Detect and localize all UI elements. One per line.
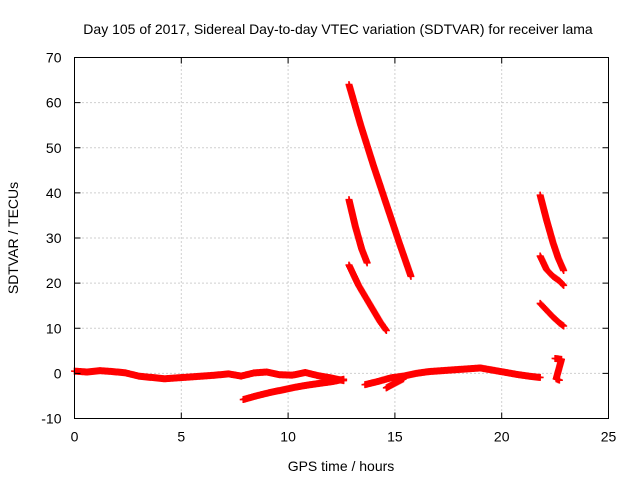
y-tick-label: 60 [46, 95, 62, 111]
data-point-plus [399, 375, 407, 383]
x-tick-label: 10 [280, 429, 296, 445]
y-tick-label: 70 [46, 50, 62, 66]
series-isolated [551, 354, 566, 384]
data-point-plus [355, 281, 373, 306]
series-arc-b [345, 196, 371, 267]
data-point-plus [543, 306, 556, 320]
data-point-plus [536, 299, 550, 313]
series-arc-c [345, 261, 390, 335]
x-tick-label: 25 [601, 429, 617, 445]
series-descending-2 [382, 375, 407, 392]
data-point-plus [363, 259, 371, 267]
y-tick-label: 50 [46, 140, 62, 156]
series-baseline-2 [361, 364, 544, 389]
data-point-plus [536, 373, 544, 381]
y-axis-label: SDTVAR / TECUs [5, 182, 21, 294]
series-arc-d [536, 191, 568, 274]
gridlines [74, 57, 609, 419]
data-point-plus [560, 322, 568, 330]
data-point-plus [345, 196, 359, 230]
data-point-plus [358, 245, 371, 266]
x-axis-label: GPS time / hours [288, 458, 395, 474]
x-tick-label: 0 [71, 429, 79, 445]
data-point-plus [395, 239, 415, 279]
data-point-plus [543, 266, 556, 280]
series-arc-e [536, 252, 568, 289]
y-tick-label: 0 [54, 365, 62, 381]
data-point-plus [345, 261, 362, 288]
y-tick-label: -10 [41, 411, 61, 427]
data-point-plus [357, 121, 377, 169]
data-point-plus [407, 272, 415, 280]
series-arc-a [345, 81, 415, 280]
data-point-plus [560, 266, 568, 274]
data-point-plus [382, 327, 390, 335]
data-point-plus [555, 376, 563, 384]
data-point-plus [365, 299, 383, 324]
x-tick-label: 20 [494, 429, 510, 445]
series-arc-f [536, 299, 568, 330]
data-marks [71, 81, 568, 404]
chart-title: Day 105 of 2017, Sidereal Day-to-day VTE… [83, 21, 593, 37]
y-tick-label: 40 [46, 185, 62, 201]
data-point-plus [554, 254, 567, 273]
data-point-plus [536, 252, 550, 273]
data-point-plus [560, 281, 568, 289]
x-tick-label: 15 [387, 429, 403, 445]
y-tick-label: 20 [46, 275, 62, 291]
data-point-plus [536, 191, 550, 223]
series-descending-1 [239, 375, 348, 404]
data-point-plus [340, 375, 348, 383]
series-baseline-1 [71, 367, 348, 385]
x-tick-label: 5 [177, 429, 185, 445]
data-point-plus [351, 223, 365, 252]
data-point-plus [552, 375, 562, 384]
data-point-plus [382, 200, 403, 245]
data-point-plus [543, 216, 557, 245]
data-point-plus [345, 81, 364, 128]
data-point-plus [370, 162, 390, 207]
y-tick-label: 30 [46, 230, 62, 246]
data-point-plus [376, 317, 390, 334]
axis-ticks: 0 5 10 15 20 25 -10 0 10 20 30 40 50 60 70 [41, 50, 616, 445]
y-tick-label: 10 [46, 320, 62, 336]
